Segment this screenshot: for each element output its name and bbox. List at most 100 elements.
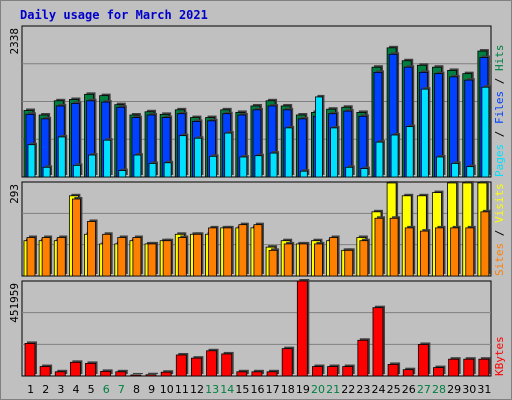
pages-bar	[254, 155, 263, 178]
day-label: 7	[118, 383, 125, 396]
day-label: 27	[417, 383, 431, 396]
pages-bar	[466, 166, 475, 178]
sites-bar	[435, 227, 444, 277]
day-label: 12	[190, 383, 204, 396]
pages-bar	[360, 168, 369, 178]
pages-bar	[345, 166, 354, 178]
pages-bar	[57, 136, 66, 178]
day-label: 14	[220, 383, 234, 396]
pages-bar	[72, 164, 81, 178]
traffic-plot-area	[21, 280, 492, 377]
sites-bar	[177, 237, 187, 277]
day-label: 1	[27, 383, 34, 396]
day-label: 22	[341, 383, 355, 396]
sites-bar	[450, 227, 460, 277]
day-label: 28	[432, 383, 446, 396]
visitors-legend: Sites / Visits	[493, 183, 506, 276]
files-bar	[116, 106, 126, 178]
day-label: 4	[72, 383, 79, 396]
day-label: 5	[88, 383, 95, 396]
legend-visits: Visits	[493, 183, 506, 223]
legend-hits: Hits	[493, 45, 506, 72]
files-bar	[297, 118, 307, 178]
day-label: 25	[387, 383, 401, 396]
sites-bar	[41, 237, 51, 277]
pages-bar	[330, 127, 338, 178]
legend-sites: Sites	[493, 243, 506, 276]
day-label: 31	[477, 383, 491, 396]
kbytes-bar-shadow	[148, 372, 159, 374]
visitors-panel: 293 Sites / Visits	[8, 180, 506, 277]
sites-bar	[147, 243, 157, 277]
pages-bar	[315, 96, 323, 178]
pages-bar	[284, 127, 293, 178]
sites-bar	[238, 224, 248, 277]
kbytes-bar	[145, 374, 157, 377]
pages-bar	[405, 126, 414, 178]
kbytes-bar	[54, 371, 66, 377]
kbytes-bar	[39, 366, 51, 377]
sites-bar	[268, 249, 278, 277]
sites-bar	[344, 249, 354, 277]
day-label: 15	[235, 383, 249, 396]
kbytes-bar	[85, 362, 96, 377]
sites-bar	[56, 237, 66, 277]
day-label: 18	[281, 383, 295, 396]
kbytes-bar	[236, 371, 248, 377]
sites-bar	[26, 237, 36, 277]
sites-bar	[404, 227, 414, 277]
kbytes-bar	[327, 366, 338, 377]
day-label: 17	[266, 383, 280, 396]
traffic-axis-max-label: 451959	[8, 283, 21, 323]
kbytes-bar	[372, 307, 384, 377]
pages-bar	[390, 134, 399, 178]
pages-bar	[194, 137, 202, 178]
kbytes-bar	[69, 361, 81, 377]
day-label: 10	[160, 383, 174, 396]
sites-bar	[162, 240, 172, 277]
day-label: 6	[103, 383, 110, 396]
pages-bar	[224, 132, 233, 178]
pages-bar	[103, 139, 112, 178]
kbytes-bar	[296, 280, 308, 377]
sites-bar	[359, 240, 369, 277]
kbytes-bar	[402, 369, 414, 377]
day-label: 2	[42, 383, 49, 396]
sites-bar	[253, 224, 263, 277]
pages-bar	[148, 163, 157, 178]
requests-legend: Pages / Files / Hits	[493, 45, 506, 178]
sites-bar	[298, 243, 308, 277]
pages-bar	[209, 155, 217, 178]
sites-bar	[314, 243, 323, 277]
sites-bar	[117, 237, 127, 277]
kbytes-bar	[175, 354, 187, 377]
traffic-legend: KBytes	[493, 336, 506, 376]
kbytes-bar	[387, 364, 399, 377]
kbytes-bar	[417, 344, 429, 377]
sites-bar	[208, 227, 217, 277]
requests-panel: 2338 Pages / Files / Hits	[8, 25, 506, 178]
sites-bar	[223, 227, 233, 277]
kbytes-bar	[312, 366, 323, 377]
legend-kbytes: KBytes	[493, 336, 506, 376]
kbytes-bar	[281, 348, 293, 377]
day-label: 30	[462, 383, 476, 396]
pages-bar	[436, 156, 444, 178]
kbytes-bar	[160, 371, 172, 377]
kbytes-bar	[433, 367, 444, 377]
kbytes-bar	[357, 339, 369, 377]
kbytes-bar	[130, 374, 142, 377]
day-label: 8	[133, 383, 140, 396]
legend-separator: /	[493, 71, 506, 91]
sites-bar	[283, 243, 293, 277]
pages-bar	[269, 152, 278, 178]
pages-bar	[239, 156, 248, 178]
pages-bar	[163, 162, 172, 178]
day-label: 24	[372, 383, 386, 396]
sites-bar	[102, 233, 112, 277]
day-label: 29	[447, 383, 461, 396]
day-label: 21	[326, 383, 340, 396]
sites-bar	[132, 237, 142, 277]
kbytes-bar	[251, 371, 263, 377]
